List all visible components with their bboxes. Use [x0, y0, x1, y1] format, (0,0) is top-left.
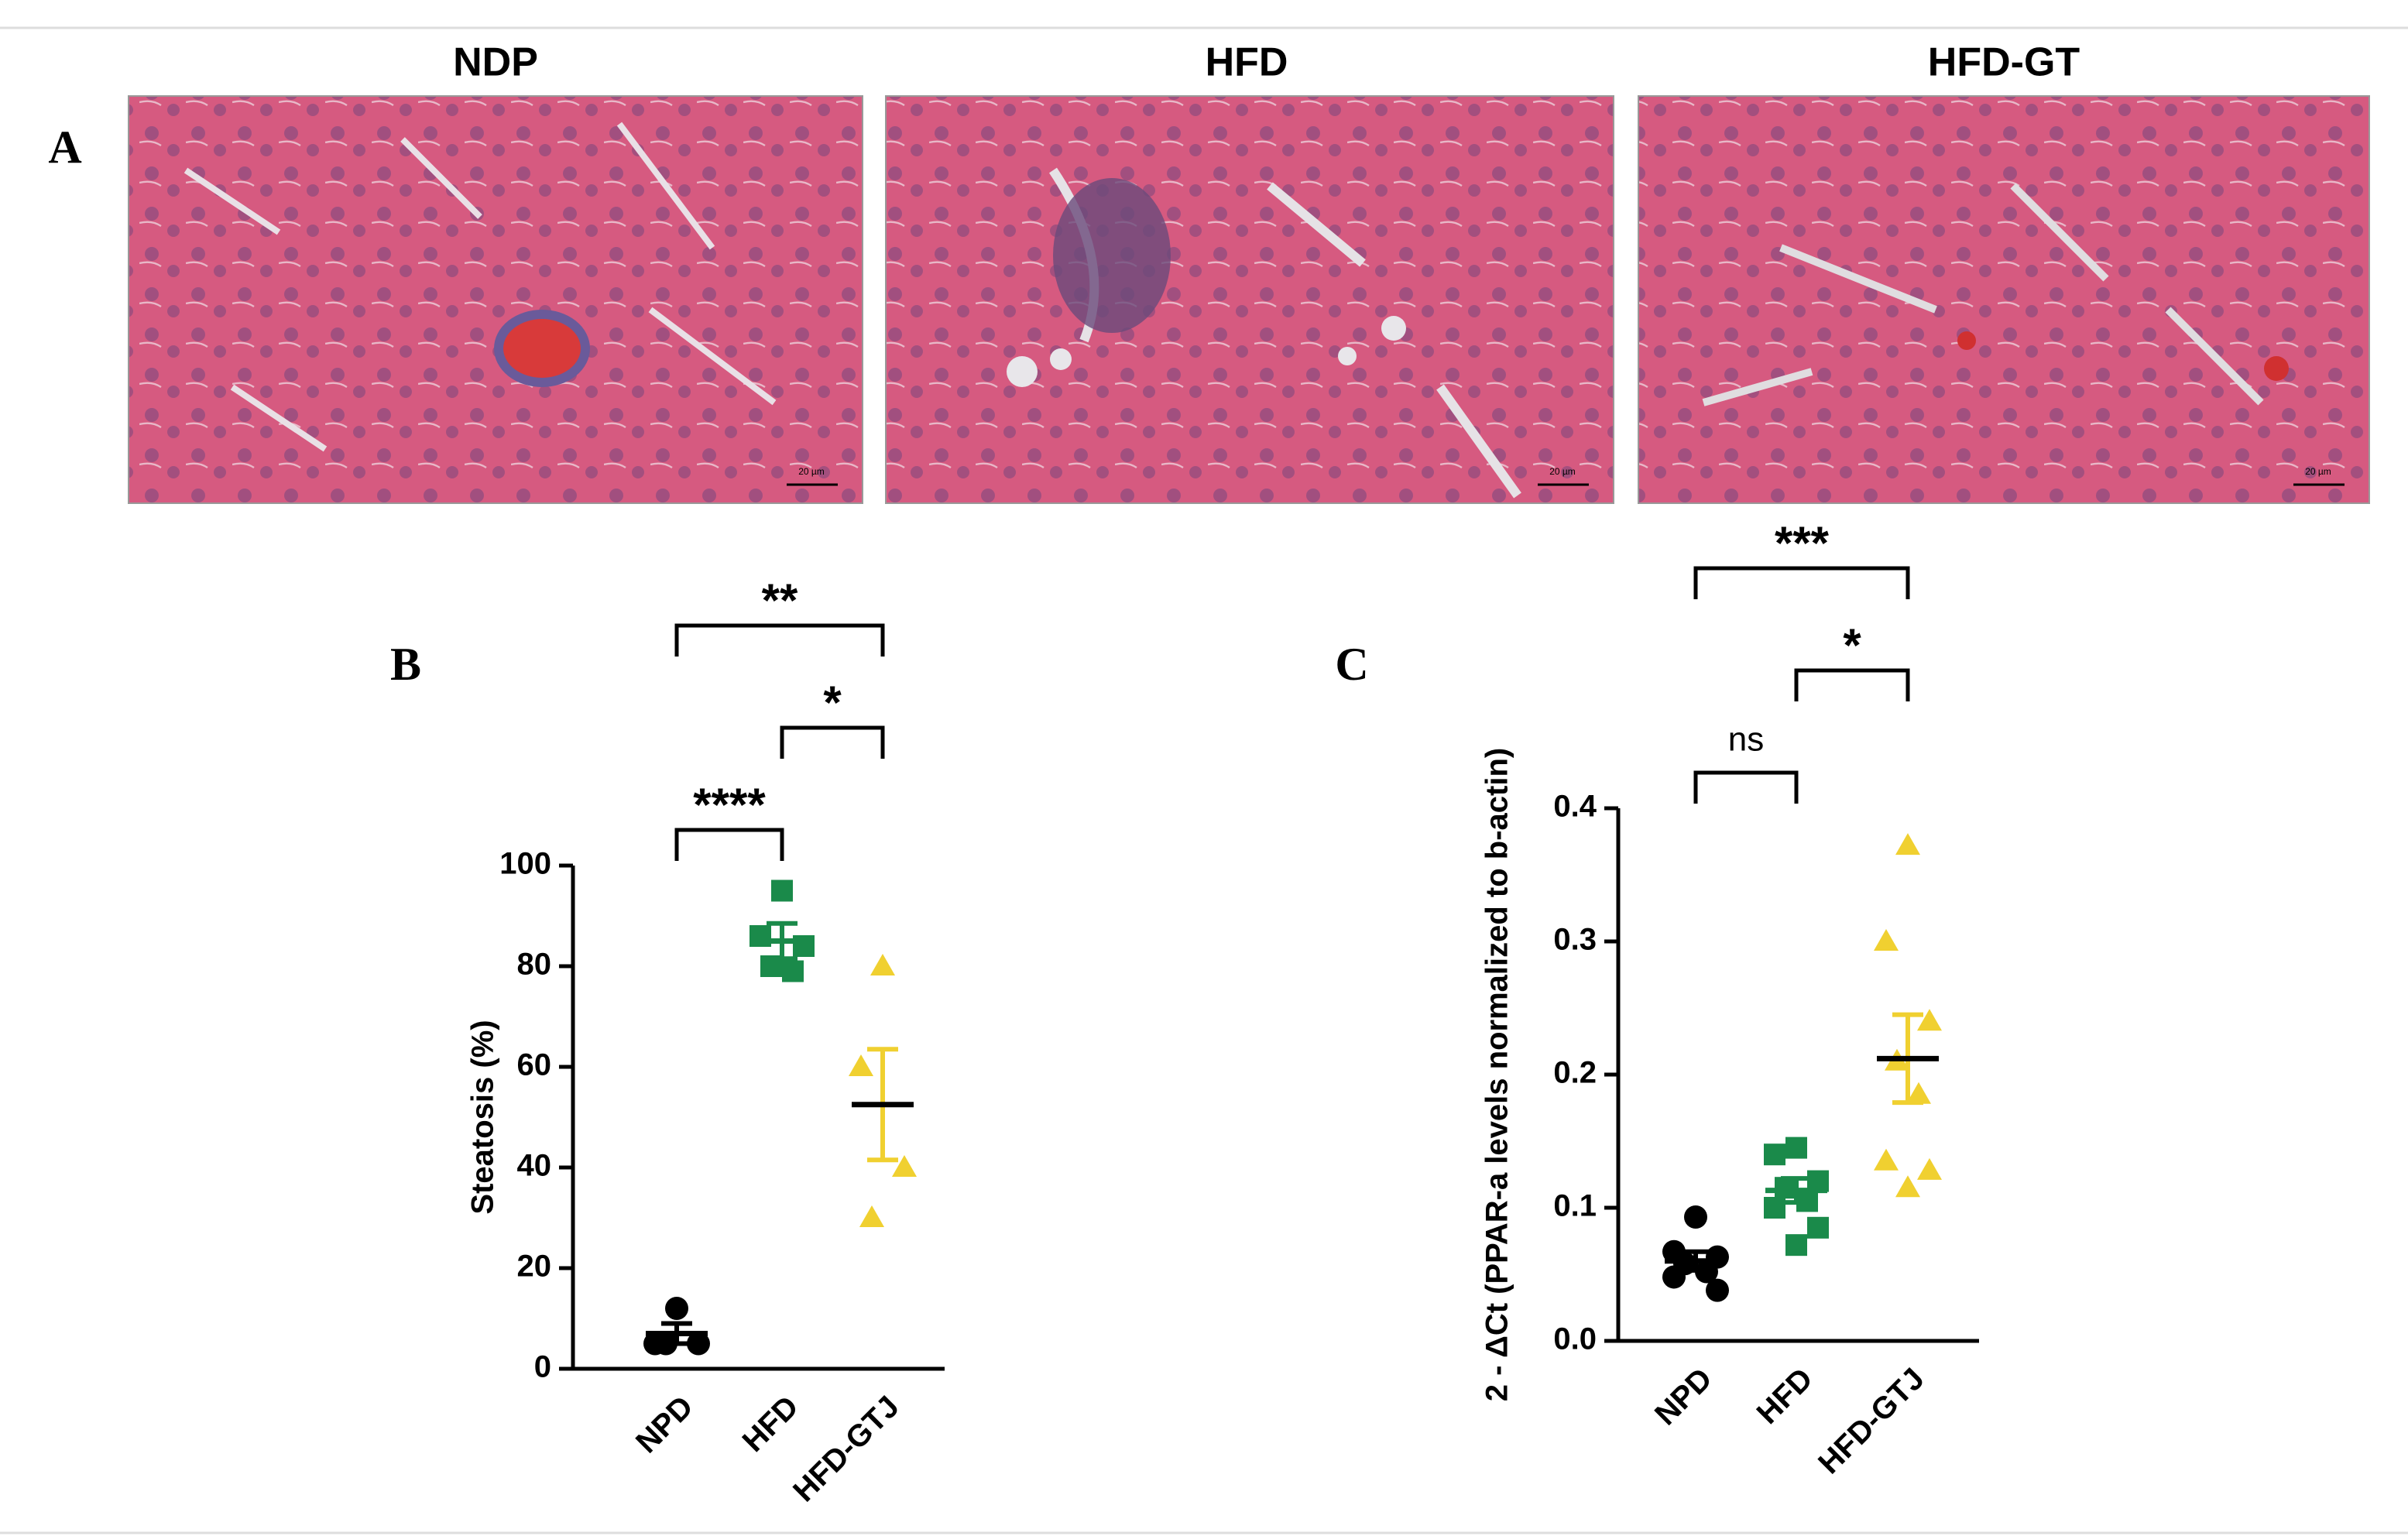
significance-bracket	[780, 725, 885, 759]
data-point	[665, 1297, 688, 1320]
panel-label: B	[390, 639, 421, 690]
y-tick-label: 0.4	[1553, 790, 1597, 824]
x-tick-label: HFD	[736, 1390, 805, 1459]
data-point	[1684, 1205, 1707, 1229]
image-title: NDP	[453, 40, 538, 85]
data-point	[859, 1205, 884, 1227]
y-tick-label: 0.0	[1553, 1322, 1597, 1356]
x-tick-label: HFD-GTJ	[787, 1390, 906, 1509]
significance-bracket	[674, 828, 784, 861]
x-tick-label: NPD	[1648, 1362, 1719, 1432]
scale-bar-label: 20 µm	[2305, 466, 2331, 477]
x-tick-label: HFD	[1751, 1362, 1820, 1431]
data-point	[1662, 1265, 1686, 1289]
significance-bracket	[1794, 668, 1910, 701]
data-point	[1874, 1148, 1899, 1171]
y-tick-label: 100	[499, 847, 551, 881]
data-point	[1906, 1082, 1931, 1104]
significance-label: ****	[693, 779, 766, 831]
histology-image: 20 µm	[1638, 95, 2370, 504]
x-tick-label: HFD-GTJ	[1812, 1362, 1931, 1481]
significance-label: *	[823, 677, 842, 729]
significance-bracket	[1693, 566, 1910, 599]
data-point	[1874, 929, 1899, 951]
y-tick-label: 0.1	[1553, 1189, 1597, 1223]
scale-bar-label: 20 µm	[798, 466, 825, 477]
y-axis-label: Steatosis (%)	[466, 1020, 500, 1214]
scale-bar-label: 20 µm	[1549, 466, 1576, 477]
data-point	[1807, 1216, 1829, 1239]
y-tick-label: 40	[517, 1149, 552, 1183]
image-title: HFD-GT	[1928, 40, 2080, 85]
significance-bracket	[674, 623, 885, 657]
data-point	[1917, 1009, 1942, 1031]
image-title: HFD	[1206, 40, 1288, 85]
significance-bracket	[1693, 770, 1799, 804]
significance-label: ns	[1728, 721, 1764, 759]
panel-label: A	[48, 122, 81, 173]
data-point	[1917, 1157, 1942, 1180]
histology-image: 20 µm	[128, 95, 863, 504]
data-point	[1895, 1175, 1920, 1198]
y-tick-label: 0	[534, 1350, 551, 1384]
data-point	[870, 954, 895, 975]
data-point	[892, 1155, 917, 1177]
y-tick-label: 0.2	[1553, 1056, 1597, 1090]
histology-image: 20 µm	[885, 95, 1614, 504]
data-point	[782, 960, 804, 982]
y-tick-label: 0.3	[1553, 923, 1597, 957]
significance-label: ***	[1775, 517, 1830, 569]
x-tick-label: NPD	[629, 1390, 700, 1460]
data-point	[1764, 1143, 1785, 1166]
y-tick-label: 80	[517, 948, 552, 982]
significance-label: *	[1843, 619, 1861, 671]
panel-label: C	[1335, 639, 1368, 690]
data-point	[1895, 833, 1920, 855]
y-tick-label: 60	[517, 1048, 552, 1082]
data-point	[687, 1332, 710, 1356]
y-axis-label: 2 - ΔCt (PPAR-a levels normalized to b-a…	[1480, 748, 1514, 1401]
y-tick-label: 20	[517, 1250, 552, 1284]
data-point	[771, 879, 793, 902]
data-point	[1785, 1137, 1807, 1159]
data-point	[1706, 1278, 1729, 1302]
data-point	[849, 1054, 873, 1076]
data-point	[1785, 1234, 1807, 1257]
significance-label: **	[762, 574, 798, 626]
